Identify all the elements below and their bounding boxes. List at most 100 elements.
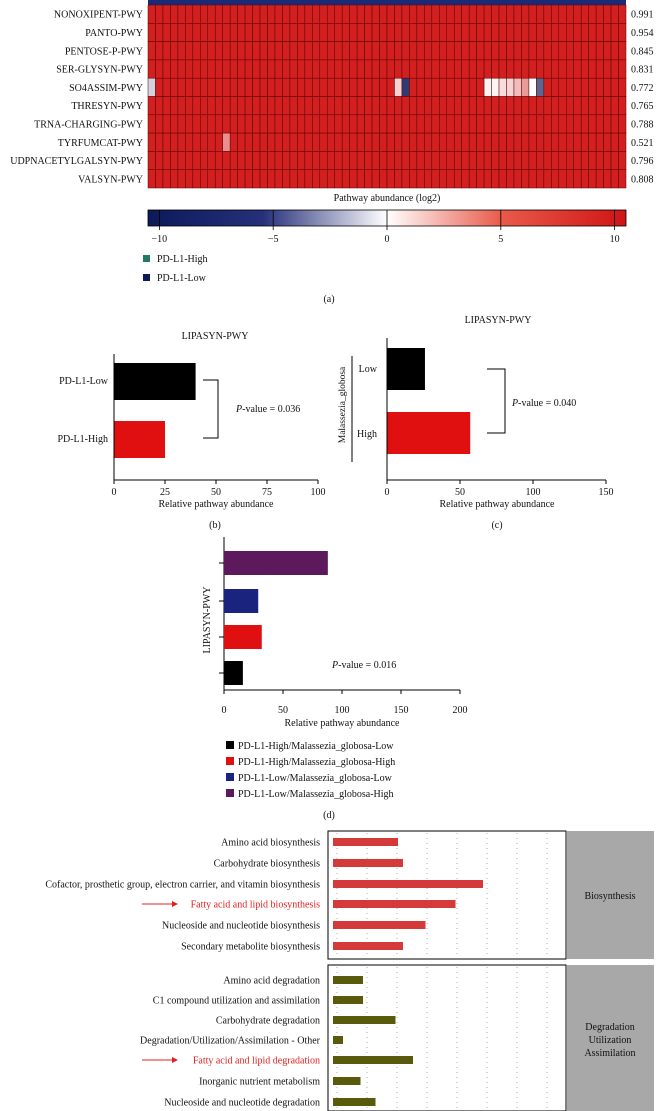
heatmap-cell	[461, 4, 470, 24]
heatmap-cell	[528, 23, 537, 42]
heatmap-cell	[461, 59, 470, 79]
heatmap-cell	[147, 41, 156, 61]
heatmap-cell	[222, 4, 231, 24]
p-italic: P	[235, 404, 242, 415]
heatmap-cell	[222, 59, 231, 79]
heatmap-cell	[521, 96, 530, 116]
heatmap-cell	[536, 4, 545, 24]
heatmap-cell	[439, 169, 447, 189]
heatmap-cell	[439, 41, 447, 61]
heatmap-cell	[356, 59, 365, 79]
heatmap-cell	[483, 23, 492, 42]
heatmap-cell	[252, 114, 261, 134]
heatmap-cell	[214, 59, 223, 79]
heatmap-cell	[394, 96, 403, 116]
heatmap-cell	[394, 151, 403, 170]
bar	[333, 900, 456, 908]
heatmap-cell	[461, 23, 470, 42]
x-tick-label: 50	[455, 487, 465, 498]
heatmap-cell	[162, 77, 171, 97]
heatmap-cell	[610, 23, 619, 42]
heatmap-cell	[580, 96, 589, 116]
heatmap-cell	[274, 114, 283, 134]
heatmap-cell	[551, 114, 560, 134]
heatmap-cell	[327, 4, 335, 24]
heatmap-cell	[289, 151, 298, 170]
heatmap-row-label: SO4ASSIM-PWY	[69, 83, 143, 94]
heatmap-cell	[401, 59, 410, 79]
heatmap-cell	[491, 77, 500, 97]
heatmap-cell	[528, 114, 537, 134]
heatmap-cell	[379, 41, 388, 61]
heatmap-cell	[386, 23, 395, 42]
heatmap-cell	[229, 41, 238, 61]
p-value-label: P-value = 0.040	[511, 398, 576, 409]
heatmap-cell	[446, 114, 455, 134]
heatmap-cell	[200, 41, 208, 61]
heatmap-cell	[356, 4, 365, 24]
heatmap-cell	[259, 23, 268, 42]
panel-e: Biosynthesis Degradation Utilization Ass…	[45, 830, 654, 1111]
heatmap-cell	[528, 4, 537, 24]
category-label: High	[357, 429, 377, 440]
heatmap-cell	[476, 4, 485, 24]
heatmap-row-label: PANTO-PWY	[85, 28, 143, 39]
heatmap-cell	[453, 41, 462, 61]
heatmap-cell	[394, 4, 403, 24]
heatmap-cell	[356, 169, 365, 189]
heatmap-cell	[297, 114, 306, 134]
legend-swatch-low	[143, 274, 150, 281]
heatmap-cell	[580, 77, 589, 97]
heatmap-cell	[394, 59, 403, 79]
heatmap-cell	[536, 23, 545, 42]
caption-d: (d)	[323, 810, 335, 821]
heatmap-cell	[573, 77, 582, 97]
highlight-arrowhead	[172, 901, 178, 907]
heatmap-cell	[177, 4, 186, 24]
heatmap-cell	[371, 169, 380, 189]
heatmap-cell	[334, 77, 343, 97]
bar-pd-l1-low	[114, 363, 196, 400]
category-label: PD-L1-High	[57, 434, 108, 445]
heatmap-cell	[416, 96, 425, 116]
heatmap-cell	[409, 114, 418, 134]
heatmap-cell	[506, 59, 515, 79]
heatmap-cell	[259, 114, 268, 134]
heatmap-cell	[498, 59, 507, 79]
heatmap-row-value: 0.991	[631, 10, 654, 21]
heatmap-cell	[252, 77, 261, 97]
heatmap-cell	[185, 4, 194, 24]
heatmap-cell	[192, 169, 201, 189]
heatmap-cell	[618, 77, 627, 97]
heatmap-cell	[327, 169, 335, 189]
heatmap-cell	[252, 59, 261, 79]
category-label: Inorganic nutrient metabolism	[199, 1077, 320, 1088]
heatmap-cell	[424, 59, 433, 79]
heatmap-cell	[147, 4, 156, 24]
x-tick-label: 50	[211, 487, 221, 498]
heatmap-cell	[177, 23, 186, 42]
legend-label: PD-L1-Low/Malassezia_globosa-High	[238, 789, 394, 800]
heatmap-cell	[498, 169, 507, 189]
heatmap-cell	[349, 77, 358, 97]
biosynthesis-box	[327, 830, 567, 960]
caption-c: (c)	[491, 520, 502, 531]
heatmap-cell	[289, 59, 298, 79]
heatmap-cell	[431, 169, 440, 189]
heatmap-cell	[409, 96, 418, 116]
heatmap-cell	[476, 132, 485, 152]
heatmap-cell	[200, 59, 208, 79]
heatmap-cell	[409, 4, 418, 24]
heatmap-cell	[312, 41, 321, 61]
heatmap-cell	[536, 114, 545, 134]
heatmap-cell	[327, 23, 335, 42]
heatmap-cell	[371, 41, 380, 61]
heatmap-cell	[543, 169, 552, 189]
heatmap-cell	[595, 151, 604, 170]
heatmap-cell	[200, 114, 208, 134]
heatmap-cell	[498, 114, 507, 134]
heatmap-cell	[371, 96, 380, 116]
heatmap-cell	[618, 23, 627, 42]
heatmap-cell	[528, 132, 537, 152]
heatmap-cell	[207, 114, 216, 134]
